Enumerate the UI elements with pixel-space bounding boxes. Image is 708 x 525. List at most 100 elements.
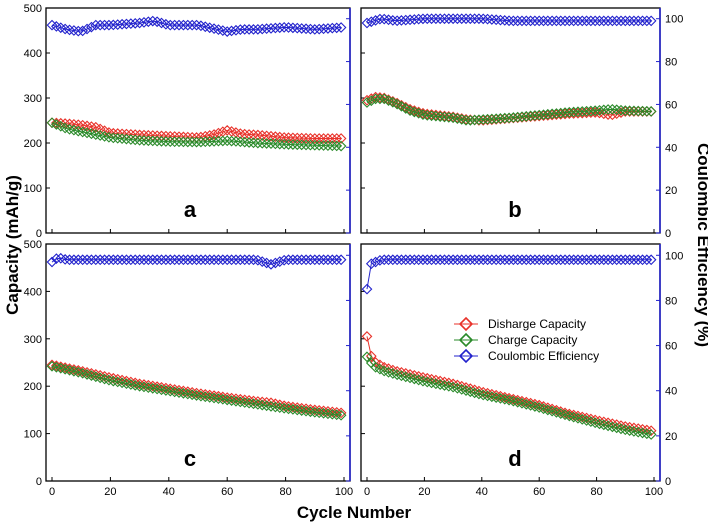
point-efficiency [589, 15, 601, 27]
x-tick-label: 100 [645, 486, 663, 498]
point-charge [107, 375, 119, 387]
point-charge [213, 393, 224, 405]
point-efficiency [430, 13, 442, 25]
point-efficiency [221, 26, 233, 37]
point-charge [199, 391, 211, 403]
point-charge [125, 134, 137, 145]
point-efficiency [125, 254, 137, 266]
point-efficiency [182, 19, 194, 31]
y-tick-label-left: 100 [24, 429, 42, 441]
point-discharge [51, 117, 62, 129]
point-efficiency [147, 15, 159, 27]
point-efficiency [195, 254, 207, 266]
point-charge [248, 398, 259, 410]
point-charge [278, 402, 290, 414]
point-efficiency [611, 15, 623, 27]
point-charge [602, 104, 614, 115]
panel-label: a [184, 197, 197, 222]
legend: Disharge Capacity Charge Capacity Coulombi… [454, 316, 599, 364]
point-efficiency [568, 15, 580, 27]
legend-item: Disharge Capacity [454, 316, 586, 332]
point-charge [490, 113, 502, 125]
point-charge [213, 135, 224, 147]
point-efficiency [387, 254, 399, 266]
point-charge [283, 403, 294, 415]
point-efficiency [142, 16, 154, 28]
point-efficiency [512, 254, 524, 266]
point-efficiency [226, 25, 237, 37]
point-charge [90, 129, 102, 141]
point-efficiency [226, 254, 237, 266]
point-charge [434, 111, 446, 122]
panel-label: b [508, 197, 521, 222]
point-efficiency [287, 22, 299, 34]
point-efficiency [512, 15, 524, 27]
point-charge [151, 383, 163, 395]
point-charge [182, 136, 194, 148]
point-charge [546, 108, 558, 120]
point-charge [182, 388, 194, 400]
point-discharge [213, 127, 224, 139]
point-discharge [72, 365, 84, 376]
point-efficiency [361, 17, 373, 29]
point-charge [447, 112, 459, 124]
point-efficiency [456, 254, 468, 266]
point-charge [208, 392, 220, 404]
point-discharge [59, 362, 71, 374]
point-efficiency [533, 15, 545, 27]
point-efficiency [68, 254, 80, 266]
point-discharge [318, 133, 329, 144]
point-efficiency [94, 254, 106, 266]
point-efficiency [594, 15, 605, 27]
point-charge [278, 138, 290, 150]
point-charge [134, 380, 145, 392]
point-efficiency [538, 15, 549, 27]
point-charge [156, 384, 167, 396]
point-charge [469, 114, 481, 126]
point-efficiency [265, 258, 277, 270]
legend-marker [458, 316, 474, 332]
point-charge [296, 405, 308, 416]
point-efficiency [129, 17, 141, 29]
point-efficiency [594, 254, 605, 266]
point-discharge [86, 121, 97, 132]
point-efficiency [400, 14, 412, 26]
point-charge [204, 136, 216, 147]
point-discharge [361, 331, 373, 342]
series-discharge [46, 117, 347, 144]
y-tick-label-right: 20 [665, 185, 677, 197]
point-efficiency [322, 23, 334, 34]
point-charge [169, 386, 181, 398]
point-charge [239, 136, 251, 148]
point-charge [107, 132, 119, 144]
point-efficiency [365, 258, 377, 270]
point-efficiency [396, 254, 407, 266]
point-discharge [283, 132, 294, 144]
point-efficiency [103, 19, 115, 31]
point-charge [430, 110, 442, 122]
point-efficiency [589, 254, 601, 266]
point-charge [270, 401, 281, 413]
point-charge [460, 114, 472, 126]
point-efficiency [234, 254, 246, 266]
point-efficiency [421, 13, 433, 25]
point-efficiency [525, 254, 536, 266]
point-efficiency [121, 254, 132, 266]
point-efficiency [551, 15, 562, 27]
point-efficiency [305, 23, 316, 35]
x-tick-label: 20 [418, 486, 430, 498]
point-efficiency [178, 254, 189, 266]
point-efficiency [598, 254, 610, 266]
point-discharge [278, 132, 290, 143]
point-efficiency [469, 13, 481, 25]
point-efficiency [116, 254, 128, 266]
point-efficiency [138, 254, 150, 266]
point-charge [628, 425, 640, 437]
point-efficiency [265, 22, 277, 34]
point-charge [619, 105, 631, 116]
point-charge [208, 135, 220, 147]
point-efficiency [452, 13, 463, 25]
point-efficiency [195, 20, 207, 32]
point-charge [261, 400, 272, 412]
